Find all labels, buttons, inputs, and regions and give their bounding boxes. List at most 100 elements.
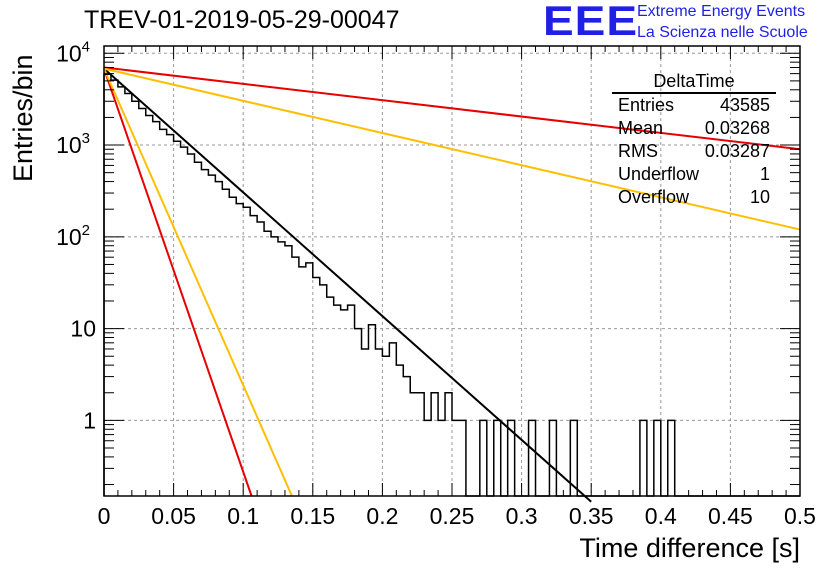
histogram-bin	[243, 207, 250, 496]
histogram-bin	[438, 420, 445, 496]
histogram-bin	[201, 170, 208, 496]
histogram-bin	[125, 93, 132, 496]
histogram-bin	[549, 420, 556, 496]
histogram-bin	[250, 216, 257, 496]
stats-row: RMS 0.03287	[612, 140, 776, 163]
histogram-bin	[424, 420, 431, 496]
x-tick-label: 0.5	[784, 503, 816, 529]
logo-line1: Extreme Energy Events	[637, 3, 806, 20]
x-tick-label: 0.05	[151, 503, 196, 529]
chart-title: TREV-01-2019-05-29-00047	[84, 6, 400, 34]
histogram-bin	[452, 420, 459, 496]
fit-curves	[103, 66, 801, 503]
x-tick-label: 0	[98, 503, 111, 529]
x-tick-label: 0.1	[227, 503, 259, 529]
histogram-bin	[529, 420, 536, 496]
fit-curve	[103, 68, 253, 497]
histogram-bin	[264, 231, 271, 496]
histogram-bin	[396, 365, 403, 496]
logo-line2: La Scienza nelle Scuole	[637, 24, 808, 41]
histogram-bin	[285, 246, 292, 496]
stats-label: Underflow	[618, 164, 700, 184]
x-tick-label: 0.4	[645, 503, 677, 529]
y-axis-label: Entries/bin	[8, 54, 38, 182]
stats-header: DeltaTime	[612, 70, 776, 94]
histogram-bin	[299, 267, 306, 496]
histogram-bin	[375, 349, 382, 496]
histogram-bin	[313, 278, 320, 496]
histogram	[103, 73, 800, 497]
histogram-bin	[320, 285, 327, 496]
histogram-bin	[111, 80, 118, 496]
stats-label: RMS	[618, 141, 658, 161]
histogram-bin	[153, 122, 160, 496]
fit-curve	[103, 67, 592, 503]
stats-row: Entries 43585	[612, 94, 776, 117]
stats-value: 0.03287	[704, 141, 770, 161]
y-tick-label: 102	[56, 222, 90, 250]
x-tick-label: 0.45	[708, 503, 753, 529]
x-axis-label: Time difference [s]	[579, 533, 800, 563]
histogram-bin	[181, 147, 188, 496]
histogram-bin	[355, 329, 362, 496]
histogram-bin	[306, 263, 313, 496]
histogram-bin	[445, 393, 452, 496]
histogram-bin	[389, 343, 396, 496]
tick-labels: 0 0.05 0.1 0.15 0.2 0.25 0.3 0.35 0.4 0.45 0.5 1 10 1…	[56, 38, 816, 529]
histogram-bin	[292, 257, 299, 496]
stats-row: Mean 0.03268	[612, 117, 776, 140]
fit-curve	[103, 67, 801, 231]
stats-label: Overflow	[618, 187, 690, 207]
histogram-bin	[480, 420, 487, 496]
histogram-bin	[431, 393, 438, 496]
eee-logo: EEE	[543, 0, 639, 45]
histogram-outline	[103, 73, 800, 497]
stats-value: 0.03268	[704, 118, 770, 138]
x-tick-label: 0.35	[569, 503, 614, 529]
histogram-bin	[208, 175, 215, 496]
axis-ticks	[103, 46, 801, 496]
histogram-bin	[368, 325, 375, 496]
histogram-bin	[417, 393, 424, 496]
stats-label: Mean	[618, 118, 664, 138]
y-tick-label: 103	[56, 130, 90, 158]
histogram-bin	[160, 129, 167, 496]
histogram-bin	[382, 356, 389, 496]
histogram-bin	[334, 305, 341, 496]
histogram-bin	[654, 420, 661, 496]
y-tick-label: 104	[56, 38, 90, 66]
fit-curve	[103, 68, 293, 497]
histogram-bin	[167, 135, 174, 496]
y-tick-label: 10	[70, 316, 96, 342]
histogram-bin	[494, 420, 501, 496]
stats-value: 1	[759, 164, 770, 184]
histogram-bin	[222, 189, 229, 496]
x-tick-label: 0.15	[290, 503, 335, 529]
stats-row: Overflow 10	[612, 186, 776, 209]
histogram-bin	[139, 109, 146, 496]
x-tick-label: 0.3	[506, 503, 538, 529]
histogram-bin	[362, 349, 369, 496]
histogram-bin	[278, 242, 285, 496]
stats-row: Underflow 1	[612, 163, 776, 186]
histogram-bin	[348, 305, 355, 496]
stats-label: Entries	[618, 95, 675, 115]
histogram-bin	[257, 222, 264, 496]
histogram-bin	[174, 141, 181, 496]
x-tick-label: 0.2	[366, 503, 398, 529]
histogram-bin	[668, 420, 675, 496]
histogram-bin	[640, 420, 647, 496]
histogram-bin	[341, 310, 348, 496]
histogram-bin	[410, 393, 417, 496]
histogram-bin	[459, 420, 466, 496]
histogram-bin	[403, 377, 410, 496]
histogram-bin	[215, 182, 222, 496]
y-tick-label: 1	[83, 407, 96, 433]
fit-curve	[103, 66, 801, 151]
stats-box: DeltaTime Entries 43585 Mean 0.03268 RMS 0.…	[612, 70, 776, 209]
stats-value: 43585	[719, 95, 770, 115]
histogram-bin	[327, 297, 334, 496]
x-tick-label: 0.25	[430, 503, 475, 529]
histogram-bin	[194, 162, 201, 496]
